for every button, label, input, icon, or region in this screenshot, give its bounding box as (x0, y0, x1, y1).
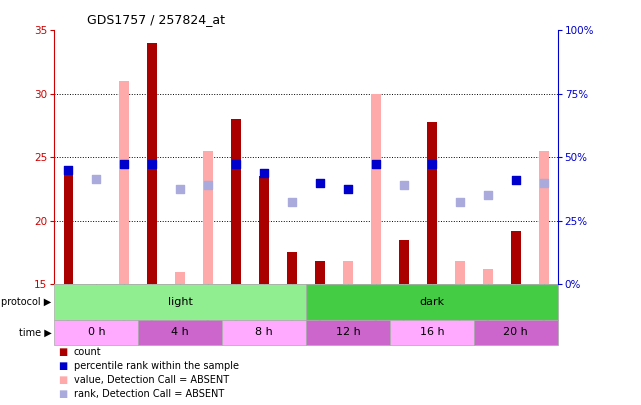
Bar (427, 122, 437, 284)
Point (483, 192, 493, 198)
Point (427, 160, 437, 167)
Point (119, 160, 129, 167)
Point (454, 198, 465, 205)
Text: value, Detection Call = ABSENT: value, Detection Call = ABSENT (74, 375, 229, 385)
Bar (483, 269, 493, 284)
Point (287, 198, 297, 205)
Text: protocol ▶: protocol ▶ (1, 297, 51, 307)
Text: ■: ■ (58, 361, 67, 371)
Bar (343, 261, 353, 284)
Bar (231, 119, 241, 284)
Text: 20 h: 20 h (503, 327, 528, 337)
Point (399, 182, 409, 188)
Bar (203, 151, 213, 284)
Bar (306, 320, 390, 345)
Point (63, 167, 74, 173)
Text: time ▶: time ▶ (19, 327, 51, 337)
Bar (147, 43, 157, 284)
Text: ■: ■ (58, 375, 67, 385)
Bar (511, 231, 520, 284)
Point (231, 160, 241, 167)
Text: 16 h: 16 h (420, 327, 444, 337)
Point (343, 186, 353, 192)
Text: percentile rank within the sample: percentile rank within the sample (74, 361, 238, 371)
Bar (455, 261, 465, 284)
Text: ■: ■ (58, 389, 67, 399)
Text: light: light (168, 297, 193, 307)
Bar (390, 320, 474, 345)
Point (315, 179, 325, 186)
Bar (371, 94, 381, 284)
Bar (138, 320, 222, 345)
Bar (54, 284, 306, 320)
Text: 8 h: 8 h (255, 327, 273, 337)
Point (91, 176, 101, 182)
Text: dark: dark (419, 297, 444, 307)
Point (371, 160, 381, 167)
Text: rank, Detection Call = ABSENT: rank, Detection Call = ABSENT (74, 389, 224, 399)
Point (259, 169, 269, 176)
Point (175, 186, 185, 192)
Bar (176, 271, 185, 284)
Text: 12 h: 12 h (336, 327, 360, 337)
Point (511, 177, 521, 183)
Bar (119, 81, 129, 284)
Bar (306, 284, 558, 320)
Text: ■: ■ (58, 347, 67, 357)
Bar (315, 261, 325, 284)
Text: count: count (74, 347, 101, 357)
Bar (539, 151, 549, 284)
Bar (54, 320, 138, 345)
Bar (63, 170, 73, 284)
Bar (399, 240, 409, 284)
Point (538, 179, 549, 186)
Bar (287, 252, 297, 284)
Bar (474, 320, 558, 345)
Bar (259, 176, 269, 284)
Point (147, 160, 158, 167)
Text: 4 h: 4 h (171, 327, 189, 337)
Text: GDS1757 / 257824_at: GDS1757 / 257824_at (87, 13, 224, 26)
Bar (222, 320, 306, 345)
Text: 0 h: 0 h (88, 327, 105, 337)
Point (203, 182, 213, 188)
